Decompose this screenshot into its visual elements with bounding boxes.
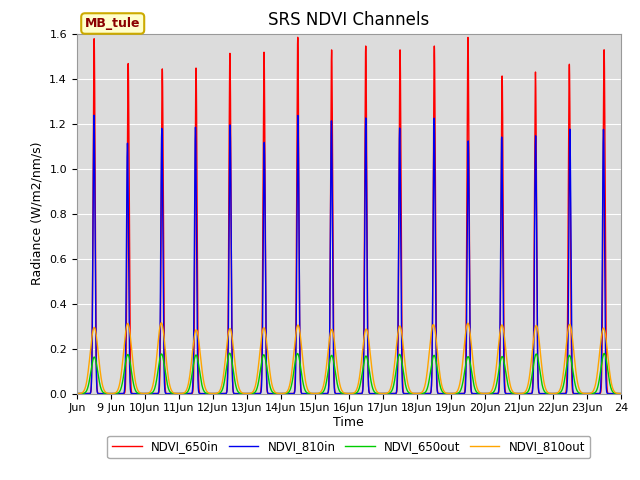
NDVI_650out xyxy=(209,391,216,396)
NDVI_810in xyxy=(209,391,216,396)
NDVI_650out xyxy=(422,388,430,394)
NDVI_650in xyxy=(330,374,338,380)
NDVI_810in xyxy=(73,391,81,396)
NDVI_810out xyxy=(73,391,81,396)
NDVI_810out xyxy=(209,391,216,396)
NDVI_810out xyxy=(463,325,470,331)
X-axis label: Time: Time xyxy=(333,416,364,429)
NDVI_650out xyxy=(330,361,338,367)
Title: SRS NDVI Channels: SRS NDVI Channels xyxy=(268,11,429,29)
NDVI_650in xyxy=(422,391,430,396)
NDVI_650out xyxy=(617,391,625,396)
NDVI_810out xyxy=(582,391,589,396)
Text: MB_tule: MB_tule xyxy=(85,17,140,30)
Line: NDVI_650in: NDVI_650in xyxy=(77,37,621,394)
NDVI_810in xyxy=(582,391,589,396)
NDVI_650in xyxy=(617,391,625,396)
NDVI_810out xyxy=(330,336,338,342)
NDVI_650in xyxy=(209,391,216,396)
NDVI_650in xyxy=(582,391,589,396)
NDVI_650out xyxy=(73,391,81,396)
NDVI_810out xyxy=(617,391,625,396)
NDVI_810in xyxy=(330,382,338,388)
NDVI_810in xyxy=(422,391,430,396)
Line: NDVI_810in: NDVI_810in xyxy=(77,115,621,394)
NDVI_650out xyxy=(463,358,470,364)
NDVI_650out xyxy=(402,384,410,389)
NDVI_650in xyxy=(73,391,81,396)
Line: NDVI_650out: NDVI_650out xyxy=(77,353,621,394)
Legend: NDVI_650in, NDVI_810in, NDVI_650out, NDVI_810out: NDVI_650in, NDVI_810in, NDVI_650out, NDV… xyxy=(108,435,590,458)
NDVI_810in xyxy=(402,391,410,396)
NDVI_650in xyxy=(294,35,301,40)
Line: NDVI_810out: NDVI_810out xyxy=(77,323,621,394)
NDVI_810out xyxy=(157,320,165,326)
NDVI_810in xyxy=(463,344,470,349)
Y-axis label: Radiance (W/m2/nm/s): Radiance (W/m2/nm/s) xyxy=(31,142,44,285)
NDVI_650out xyxy=(582,391,589,396)
NDVI_810in xyxy=(617,391,625,396)
NDVI_810in xyxy=(90,112,98,118)
NDVI_650out xyxy=(226,350,234,356)
NDVI_810out xyxy=(422,377,430,383)
NDVI_810out xyxy=(402,368,410,373)
NDVI_650in xyxy=(463,291,470,297)
NDVI_650in xyxy=(402,391,410,396)
